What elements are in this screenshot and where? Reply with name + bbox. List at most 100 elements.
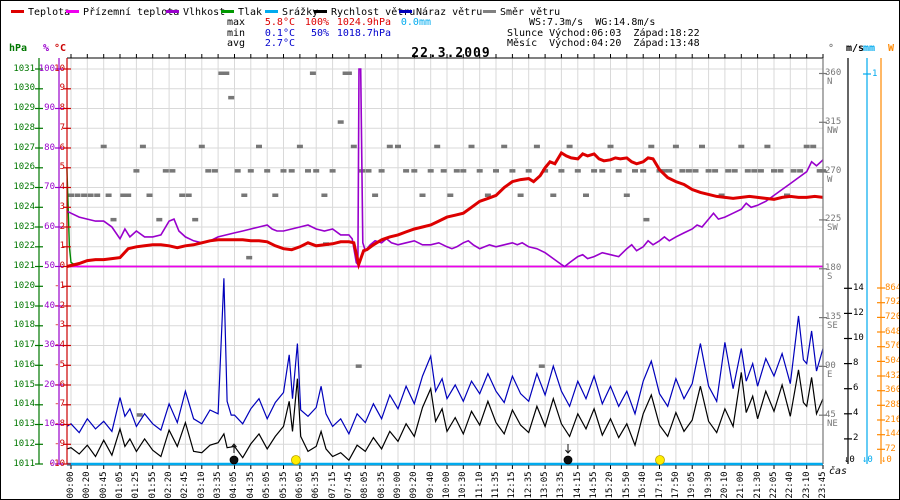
- wind-speed-axis-tick-label: 14: [853, 282, 864, 293]
- axis-zero-label: ↓0: [881, 455, 892, 465]
- temperature-axis-tick-label: -1: [54, 280, 65, 291]
- temperature-axis-tick-label: 9: [59, 83, 65, 94]
- radiation-axis-tick-label: 648: [885, 326, 900, 337]
- time-tick-label: 19:30: [703, 471, 714, 499]
- stats-label: min: [227, 27, 246, 39]
- stats-row-avg: avg 2.7°C: [227, 38, 431, 50]
- pressure-axis-tick-label: 1028: [13, 122, 35, 133]
- time-tick-label: 03:35: [213, 471, 224, 499]
- radiation-axis-tick-label: 864: [885, 282, 900, 293]
- wind-speed-axis-tick-label: 2: [853, 433, 859, 444]
- humidity-axis-tick-label: 50: [44, 261, 55, 271]
- wind-direction-axis-tick-label: 180: [825, 263, 842, 274]
- axis-zero-label: ↓0: [862, 455, 873, 465]
- pressure-axis-tick-label: 1029: [13, 103, 35, 113]
- sun-moon-markers: [229, 443, 665, 465]
- temperature-axis-tick-label: -9: [54, 438, 65, 449]
- time-tick-label: 16:40: [638, 471, 649, 499]
- time-tick-label: 07:45: [343, 471, 354, 499]
- pressure-axis-tick-label: 1017: [13, 340, 35, 350]
- stats-row-min: min 0.1°C 50% 1018.7hPa: [227, 27, 431, 40]
- time-tick-label: 19:05: [687, 471, 698, 499]
- humidity-axis-unit: %: [43, 43, 50, 54]
- time-tick-label: 13:35: [556, 471, 567, 499]
- time-tick-label: 15:20: [605, 471, 616, 499]
- radiation-axis-unit: W: [888, 43, 895, 54]
- humidity-axis-tick-label: 70: [44, 182, 55, 192]
- temperature-axis-tick-label: -3: [54, 320, 65, 331]
- compass-label: NW: [827, 125, 838, 136]
- time-tick-label: 08:05: [360, 471, 371, 499]
- time-tick-label: 05:35: [278, 471, 289, 499]
- wind-direction-axis: [819, 58, 827, 464]
- stats-label: avg: [227, 38, 246, 49]
- temperature-axis-unit: °C: [54, 43, 67, 54]
- pressure-axis-tick-label: 1022: [13, 241, 35, 252]
- rain-axis-tick-label: 1: [872, 68, 878, 79]
- legend-color-dash-icon: [265, 10, 278, 13]
- stats-value: 50%: [310, 27, 329, 39]
- radiation-axis-tick-label: 360: [885, 385, 900, 396]
- compass-label: NE: [827, 418, 838, 429]
- humidity-axis-tick-label: 40: [44, 300, 55, 311]
- wind-speed-axis-tick-label: 8: [853, 358, 859, 369]
- legend-color-dash-icon: [66, 10, 79, 13]
- pressure-axis-tick-label: 1015: [13, 379, 35, 390]
- radiation-axis: [877, 58, 885, 464]
- stats-value: 0.0mm: [400, 17, 431, 28]
- time-tick-label: 09:00: [392, 471, 403, 499]
- radiation-axis-tick-label: 576: [885, 341, 900, 352]
- legend-color-dash-icon: [314, 10, 327, 13]
- legend-item-p-zemn-teplota: Přízemní teplota: [66, 7, 179, 19]
- temperature-axis-tick-label: 6: [59, 142, 65, 153]
- legend-item-label: Teplota: [28, 7, 71, 18]
- pressure-axis: [35, 58, 43, 465]
- temperature-axis-tick-label: -5: [54, 359, 65, 370]
- humidity-axis: [55, 58, 63, 465]
- wind-direction-axis-tick-label: 360: [825, 68, 842, 78]
- temperature-axis-tick-label: 5: [59, 162, 65, 173]
- time-tick-label: 00:00: [66, 471, 76, 499]
- wind-direction-axis-tick-label: 225: [825, 214, 842, 225]
- wind-speed-axis-tick-label: 4: [853, 408, 859, 419]
- temperature-axis-tick-label: 0: [59, 261, 65, 271]
- temperature-axis-tick-label: -10: [48, 458, 65, 469]
- compass-label: N: [827, 77, 833, 87]
- legend-color-dash-icon: [221, 10, 234, 13]
- pressure-axis-tick-label: 1027: [13, 142, 35, 153]
- time-tick-label: 17:10: [654, 471, 665, 499]
- rain-axis: [863, 58, 871, 464]
- time-tick-label: 22:40: [785, 471, 796, 499]
- wind-speed-axis-unit: m/s: [846, 43, 865, 54]
- legend-item-label: Rychlost větru: [331, 7, 416, 18]
- pressure-axis-tick-label: 1014: [13, 399, 35, 410]
- stats-value: 100%: [304, 17, 329, 28]
- time-tick-label: 08:35: [376, 471, 387, 499]
- time-tick-label: 01:05: [115, 471, 126, 499]
- time-tick-label: 02:45: [180, 471, 191, 499]
- pressure-axis-tick-label: 1031: [13, 63, 35, 74]
- pressure-axis-tick-label: 1012: [13, 438, 35, 449]
- pressure-axis-tick-label: 1023: [13, 221, 35, 232]
- time-tick-label: 23:10: [801, 471, 812, 499]
- pressure-axis-tick-label: 1024: [13, 201, 35, 212]
- series-rychlost-v-tru: [66, 369, 824, 462]
- temperature-axis-tick-label: 8: [59, 103, 65, 113]
- time-tick-label: 11:35: [491, 471, 502, 499]
- compass-label: S: [827, 272, 833, 283]
- time-tick-label: 00:20: [82, 471, 93, 499]
- compass-label: E: [827, 369, 833, 380]
- pressure-axis-tick-label: 1016: [13, 359, 35, 370]
- pressure-axis-tick-label: 1019: [13, 300, 35, 311]
- radiation-axis-tick-label: 792: [885, 297, 900, 308]
- time-tick-label: 21:30: [752, 471, 763, 499]
- time-tick-label: 09:40: [425, 471, 436, 499]
- pressure-axis-tick-label: 1020: [13, 280, 35, 291]
- temperature-axis-tick-label: 4: [59, 182, 65, 192]
- wind-direction-axis-unit: °: [828, 43, 835, 54]
- legend-item-label: Vlhkost: [183, 7, 226, 18]
- legend-item-rychlost-v-tru: Rychlost větru: [314, 7, 415, 19]
- moon-set-marker: [563, 455, 573, 465]
